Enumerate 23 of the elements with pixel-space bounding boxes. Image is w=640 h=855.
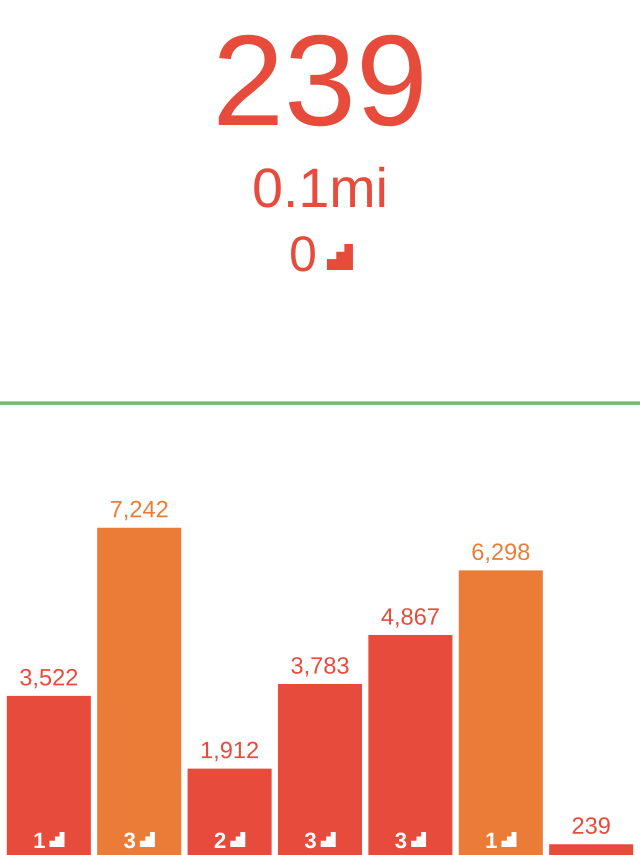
data-label: 7,242 <box>110 500 168 520</box>
data-label: 6,298 <box>472 543 530 563</box>
annotation: 3 <box>395 832 406 848</box>
bar <box>368 635 452 855</box>
bar <box>188 768 272 855</box>
annotation: 2 <box>214 832 226 848</box>
annotation: 3 <box>304 832 316 848</box>
data-label: 4,867 <box>381 608 439 628</box>
data-label: 3,783 <box>291 657 349 677</box>
bar <box>97 528 182 855</box>
annotation: 1 <box>486 832 497 848</box>
bar <box>458 570 543 855</box>
annotation: 3 <box>124 832 136 848</box>
chart-subtitle: 0.1mi <box>254 166 384 208</box>
data-label: 239 <box>572 817 610 834</box>
chart-title: 239 <box>218 34 422 126</box>
data-label: 1,912 <box>202 742 258 762</box>
bar <box>278 684 362 855</box>
annotation: 1 <box>34 832 45 848</box>
bar <box>549 844 634 855</box>
text: 0 <box>291 236 315 272</box>
data-label: 3,522 <box>20 668 78 688</box>
bar <box>6 696 91 855</box>
